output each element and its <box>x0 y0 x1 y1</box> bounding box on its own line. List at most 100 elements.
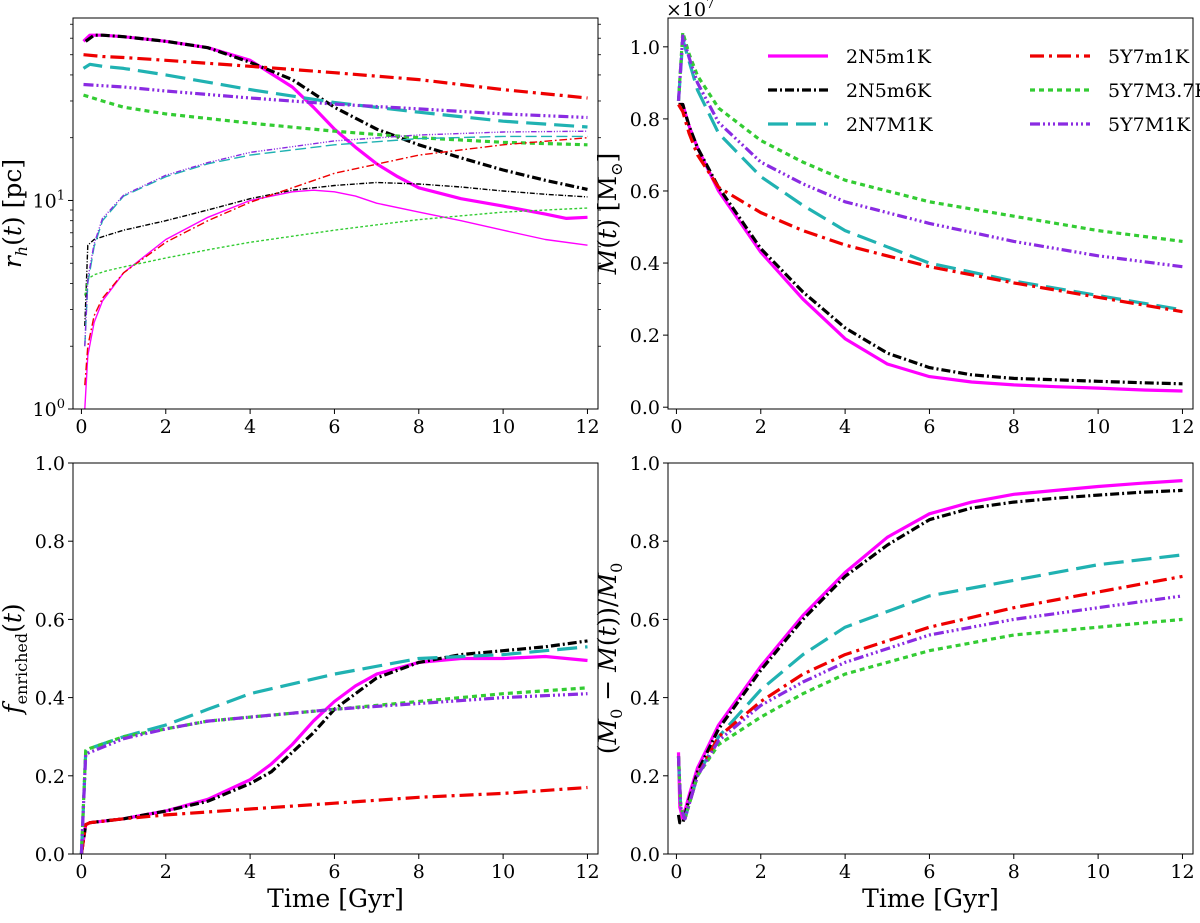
series-line-5Y7M1K <box>79 692 588 854</box>
y-tick-label: 0.4 <box>630 688 660 710</box>
series-line-5Y7M3.7K <box>676 617 1183 821</box>
series-line-2N5m1K <box>678 102 1183 393</box>
x-tick-label: 2 <box>160 416 172 438</box>
series-line-2N7M1K <box>79 645 588 854</box>
series-line-2N7M1K <box>82 62 588 129</box>
series-line-2N5m1K <box>79 654 588 854</box>
x-tick-label: 0 <box>75 416 87 438</box>
x-tick-label: 12 <box>1170 416 1194 438</box>
series-line-2N5m6K <box>678 102 1183 386</box>
y-tick-label: 0.4 <box>630 253 660 275</box>
axes-frame <box>72 17 599 410</box>
x-tick-label: 12 <box>1170 861 1194 883</box>
series-line-5Y7m1K <box>677 103 1183 314</box>
y-tick-label: 0.4 <box>35 688 65 710</box>
y-axis-label: M(t) [M⊙] <box>593 153 626 276</box>
series-line-2N5m6K <box>676 488 1183 825</box>
axes-frame <box>667 462 1194 855</box>
y-tick-label: 0.2 <box>630 325 660 347</box>
series-line-5Y7M1K-thin <box>84 130 588 347</box>
legend-label-5Y7M3.7K: 5Y7M3.7K <box>1108 80 1200 102</box>
series-line-5Y7M1K <box>83 82 588 120</box>
y-tick-label: 1.0 <box>35 453 65 475</box>
panel-enriched: 0 2 4 6 8 10 12 0.0 0.2 0.4 0.6 0.8 1.0 Time [Gyr] fen… <box>0 453 600 913</box>
legend-label-2N5m6K: 2N5m6K <box>846 80 932 102</box>
y-tick-label: 0.0 <box>630 397 660 419</box>
y-axis-label: rh(t) [pc] <box>0 159 31 268</box>
x-tick-label: 8 <box>413 416 425 438</box>
series-line-2N7M1K <box>676 37 1183 312</box>
x-tick-label: 0 <box>670 416 682 438</box>
x-tick-label: 4 <box>244 861 256 883</box>
series-line-5Y7M3.7K <box>83 93 588 147</box>
x-tick-label: 6 <box>923 861 935 883</box>
y-axis-label: (M0 − M(t))/M0 <box>593 563 626 755</box>
x-tick-label: 12 <box>575 861 599 883</box>
series-line-2N7M1K-thin <box>84 135 588 347</box>
panel-massloss: 0 2 4 6 8 10 12 0.0 0.2 0.4 0.6 0.8 1.0 Time [Gyr] (M0… <box>593 453 1195 913</box>
legend: 2N5m1K 2N5m6K 2N7M1K 5Y7m1K 5Y7M3.7K 5Y7M1K <box>768 46 1200 136</box>
x-tick-label: 10 <box>491 416 515 438</box>
x-tick-label: 10 <box>491 861 515 883</box>
y-tick-label: 100 <box>33 397 65 421</box>
x-tick-label: 4 <box>839 416 851 438</box>
x-tick-label: 10 <box>1086 861 1110 883</box>
y-tick-label: 0.8 <box>35 531 65 553</box>
x-tick-label: 10 <box>1086 416 1110 438</box>
series-line-2N5m6K <box>84 33 588 191</box>
x-tick-label: 2 <box>160 861 172 883</box>
x-tick-label: 0 <box>670 861 682 883</box>
series-line-5Y7m1K-thin <box>84 137 588 386</box>
y-tick-label: 0.8 <box>630 109 660 131</box>
series-group <box>82 33 588 409</box>
y-tick-label: 0.2 <box>630 766 660 788</box>
series-line-2N7M1K <box>676 553 1183 821</box>
series-line-5Y7M3.7K <box>79 686 588 854</box>
series-line-5Y7M1K <box>676 34 1183 269</box>
y-tick-label: 0.6 <box>35 609 65 631</box>
y-axis-label: fenriched(t) <box>0 603 31 715</box>
series-line-2N5m6K <box>79 639 588 854</box>
y-offset-text: ×107 <box>666 0 714 21</box>
x-tick-label: 8 <box>1008 416 1020 438</box>
axes-frame <box>667 17 1194 410</box>
legend-label-2N5m1K: 2N5m1K <box>846 46 932 68</box>
series-line-5Y7M3.7K <box>676 30 1183 243</box>
y-tick-label: 0.6 <box>630 181 660 203</box>
x-tick-label: 2 <box>755 861 767 883</box>
series-group <box>676 30 1183 393</box>
x-tick-label: 8 <box>413 861 425 883</box>
legend-label-2N7M1K: 2N7M1K <box>846 114 933 136</box>
legend-label-5Y7M1K: 5Y7M1K <box>1108 114 1191 136</box>
x-tick-label: 8 <box>1008 861 1020 883</box>
x-tick-label: 6 <box>328 861 340 883</box>
x-tick-label: 6 <box>923 416 935 438</box>
axes-frame <box>72 462 599 855</box>
x-tick-label: 12 <box>575 416 599 438</box>
series-line-2N5m1K-thin <box>84 189 588 409</box>
y-tick-label: 0.8 <box>630 531 660 553</box>
x-axis-label: Time [Gyr] <box>267 884 404 913</box>
x-tick-label: 4 <box>244 416 256 438</box>
series-line-5Y7m1K <box>83 53 588 100</box>
legend-label-5Y7m1K: 5Y7m1K <box>1108 46 1190 68</box>
y-tick-label: 0.6 <box>630 609 660 631</box>
series-line-5Y7m1K <box>79 785 588 854</box>
x-tick-label: 0 <box>75 861 87 883</box>
series-line-5Y7M1K <box>676 594 1183 821</box>
y-tick-label: 101 <box>33 188 65 212</box>
y-tick-label: 0.0 <box>630 844 660 866</box>
y-tick-label: 1.0 <box>630 453 660 475</box>
x-tick-label: 4 <box>839 861 851 883</box>
series-line-2N5m6K-thin <box>84 181 588 327</box>
panel-mass: 0 2 4 6 8 10 12 0.0 0.2 0.4 0.6 0.8 1.0 M(t) [M⊙] ×107 <box>593 0 1195 438</box>
y-tick-label: 0.2 <box>35 766 65 788</box>
x-tick-label: 6 <box>328 416 340 438</box>
x-axis-label: Time [Gyr] <box>862 884 999 913</box>
series-line-5Y7M3.7K-thin <box>84 207 588 296</box>
x-tick-label: 2 <box>755 416 767 438</box>
y-tick-label: 0.0 <box>35 844 65 866</box>
series-group <box>676 479 1183 825</box>
